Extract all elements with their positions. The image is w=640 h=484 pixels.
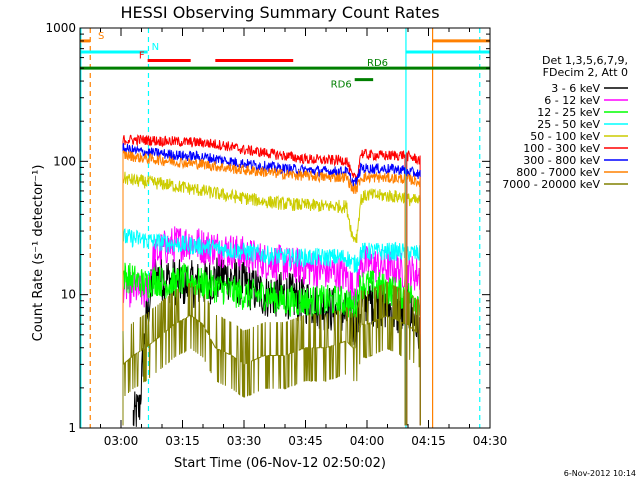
series-trace-late-4 xyxy=(406,193,421,426)
series-trace-7 xyxy=(122,149,406,426)
x-tick-label-1: 03:15 xyxy=(165,434,200,448)
x-tick-label-6: 04:30 xyxy=(473,434,508,448)
series-trace-3 xyxy=(122,228,406,426)
y-tick-label-1: 10 xyxy=(61,288,76,302)
series-trace-5 xyxy=(122,134,406,426)
flag-label-4: RD6 xyxy=(367,58,388,69)
legend-label-0: 3 - 6 keV xyxy=(551,82,600,95)
legend-label-1: 6 - 12 keV xyxy=(544,94,600,107)
y-tick-label-3: 1000 xyxy=(45,21,76,35)
flag-label-1: N xyxy=(152,42,159,53)
legend-label-5: 100 - 300 keV xyxy=(523,142,600,155)
flag-label-5: RD6 xyxy=(331,80,352,91)
chart-title: HESSI Observing Summary Count Rates xyxy=(120,3,439,22)
y-axis-label: Count Rate (s⁻¹ detector⁻¹) xyxy=(31,165,46,342)
legend-label-4: 50 - 100 keV xyxy=(530,130,600,143)
legend-header-0: Det 1,3,5,6,7,9, xyxy=(542,54,628,67)
legend-header-1: FDecim 2, Att 0 xyxy=(543,66,628,79)
legend-label-6: 300 - 800 keV xyxy=(523,154,600,167)
x-tick-label-5: 04:15 xyxy=(411,434,446,448)
series-trace-8 xyxy=(122,281,406,426)
footer-date: 6-Nov-2012 10:14 xyxy=(564,469,636,478)
flag-label-0: S xyxy=(98,31,104,42)
series-trace-2 xyxy=(122,262,406,426)
axes: 03:00 03:15 03:30 03:45 04:00 04:15 04:30 1 10 10… xyxy=(45,21,507,448)
series-trace-late-3 xyxy=(406,242,421,426)
legend-label-3: 25 - 50 keV xyxy=(537,118,600,131)
x-tick-label-3: 03:45 xyxy=(288,434,323,448)
legend-label-2: 12 - 25 keV xyxy=(537,106,600,119)
series-trace-late-1 xyxy=(406,256,421,426)
x-tick-label-4: 04:00 xyxy=(350,434,385,448)
series-trace-4 xyxy=(122,171,406,426)
series-trace-late-6 xyxy=(406,166,421,426)
plot-data: S NF RD6 RD6 xyxy=(80,28,490,428)
series-trace-late-8 xyxy=(406,291,421,426)
legend-label-8: 7000 - 20000 keV xyxy=(502,178,600,191)
series-trace-late-5 xyxy=(406,150,421,426)
y-tick-label-0: 1 xyxy=(68,421,76,435)
flag-label-2: F xyxy=(139,51,145,62)
x-tick-label-2: 03:30 xyxy=(227,434,262,448)
y-tick-label-2: 100 xyxy=(53,154,76,168)
series-trace-late-7 xyxy=(406,173,421,426)
legend-label-7: 800 - 7000 keV xyxy=(516,166,600,179)
x-axis-label: Start Time (06-Nov-12 02:50:02) xyxy=(174,456,386,471)
x-tick-label-0: 03:00 xyxy=(104,434,139,448)
legend: Det 1,3,5,6,7,9,FDecim 2, Att 0 3 - 6 keV… xyxy=(502,54,628,191)
